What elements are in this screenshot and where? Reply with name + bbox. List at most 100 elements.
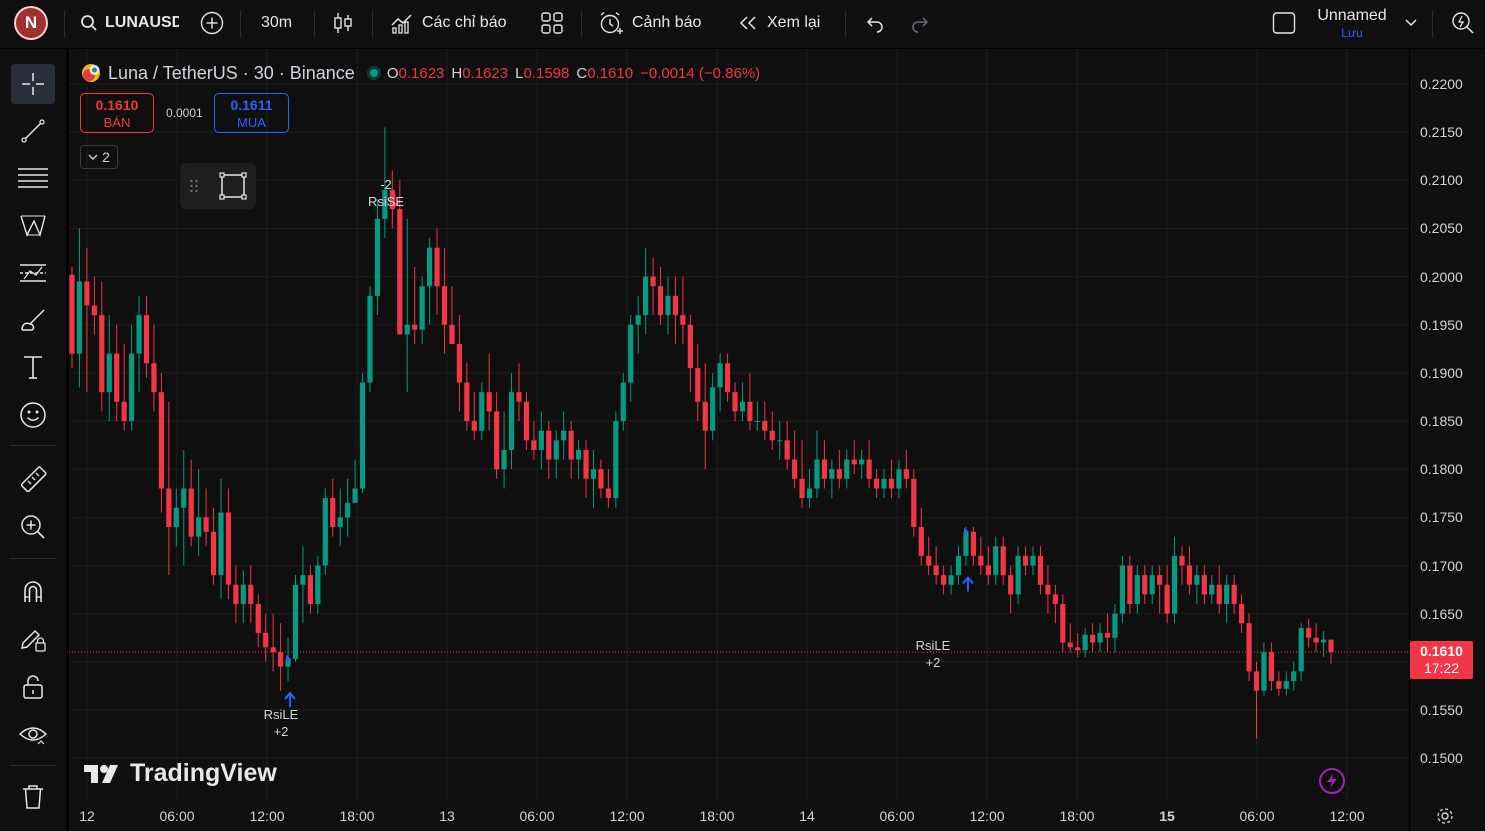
time-tick-label: 12:00 (609, 808, 645, 824)
price-tick-label: 0.1750 (1420, 509, 1463, 526)
candle-body (613, 421, 619, 499)
candle-body (166, 488, 172, 527)
candle-body (1291, 671, 1297, 682)
candle-body (777, 440, 783, 442)
remove-drawings-tool[interactable] (11, 777, 55, 817)
candle-body (136, 315, 142, 354)
horizontal-lines-icon (18, 168, 48, 188)
undo-button[interactable] (863, 0, 885, 46)
candle-body (1022, 555, 1029, 566)
signal-name: RsiSE (367, 194, 405, 209)
lock-drawings-tool[interactable] (11, 667, 55, 707)
candle-body (851, 459, 857, 465)
replay-button[interactable]: Xem lại (737, 0, 820, 46)
text-tool[interactable] (11, 347, 55, 387)
candle-body (501, 449, 507, 470)
candle-body (911, 478, 917, 527)
replay-label: Xem lại (767, 14, 821, 31)
pattern-tool[interactable] (11, 206, 55, 246)
candle-body (881, 478, 887, 489)
compare-add-button[interactable] (200, 0, 224, 46)
candle-body (710, 387, 716, 431)
fib-tool[interactable] (11, 158, 55, 198)
measure-tool[interactable] (11, 460, 55, 500)
stay-in-drawing-mode-tool[interactable] (11, 619, 55, 659)
search-icon (81, 15, 97, 31)
magnet-tool[interactable] (11, 572, 55, 612)
candles-icon (334, 13, 352, 33)
candle-body (441, 286, 448, 325)
trend-line-tool[interactable] (11, 111, 55, 151)
candle-body (896, 469, 902, 489)
zoom-in-tool[interactable] (11, 507, 55, 547)
candle-body (1052, 594, 1058, 605)
candle-body (449, 324, 455, 345)
symbol-search[interactable]: LUNAUSD (80, 0, 179, 46)
candle-body (1045, 584, 1051, 595)
forecast-tool[interactable] (11, 253, 55, 293)
lightning-button[interactable] (1319, 768, 1345, 794)
chart-settings-corner (1410, 801, 1485, 831)
candle-body (277, 652, 284, 667)
icons-tool[interactable] (11, 395, 55, 435)
candle-body (143, 315, 150, 364)
time-tick-label: 12:00 (249, 808, 285, 824)
signal-qty: +2 (925, 655, 941, 670)
candle-body (1030, 555, 1036, 566)
select-rectangle-icon[interactable] (218, 171, 248, 201)
last-price-value: 0.1610 (1420, 643, 1463, 659)
quick-search-button[interactable] (1451, 0, 1475, 46)
layout-menu-chevron[interactable] (1404, 0, 1418, 46)
brush-icon (21, 309, 45, 331)
sell-button[interactable]: 0.1610 BÁN (80, 93, 154, 133)
candle-body (337, 517, 343, 527)
templates-button[interactable] (540, 0, 564, 46)
time-scale[interactable] (69, 801, 1409, 831)
candle-body (717, 363, 723, 388)
symbol-title[interactable]: Luna / TetherUS · 30 · Binance (108, 62, 355, 83)
drawing-toolbar (0, 49, 66, 831)
drag-handle-icon[interactable] (189, 178, 199, 194)
interval-button[interactable]: 30m (261, 0, 292, 46)
chart-type-button[interactable] (332, 0, 354, 46)
candle-body (106, 353, 112, 393)
signal-qty: -2 (380, 177, 392, 192)
price-tick-label: 0.1850 (1420, 413, 1463, 430)
signal-qty: +2 (273, 724, 289, 739)
candle-body (1201, 575, 1207, 595)
candle-body (978, 555, 984, 566)
plus-circle-icon (200, 11, 224, 35)
candle-body (69, 274, 75, 354)
trash-icon (23, 785, 43, 809)
hide-drawings-tool[interactable] (11, 714, 55, 754)
candle-body (1134, 575, 1140, 605)
low-key: L (515, 64, 524, 82)
alerts-label: Cảnh báo (632, 14, 702, 31)
candle-body (188, 488, 194, 537)
layout-checkbox[interactable] (1272, 0, 1296, 46)
buy-button[interactable]: 0.1611 MUA (214, 93, 289, 133)
settings-gear-icon[interactable] (1436, 807, 1454, 825)
chevron-down-icon (1405, 19, 1417, 27)
candle-body (1239, 604, 1245, 624)
indicators-button[interactable]: Các chỉ báo (390, 0, 507, 46)
redo-button[interactable] (910, 0, 932, 46)
candle-body (933, 565, 939, 576)
layout-name-button[interactable]: Unnamed Lưu (1310, 6, 1394, 40)
close-key: C (576, 64, 588, 82)
alerts-button[interactable]: Cảnh báo (598, 0, 701, 46)
candle-body (516, 392, 522, 402)
chart-pane[interactable] (69, 49, 1409, 801)
time-tick-label: 18:00 (699, 808, 735, 824)
crosshair-tool[interactable] (11, 64, 55, 104)
price-tick-label: 0.1950 (1420, 316, 1463, 333)
candle-body (456, 344, 462, 383)
bar-countdown: 17:22 (1423, 660, 1460, 676)
user-avatar[interactable]: N (14, 6, 48, 40)
indicators-collapse-button[interactable]: 2 (80, 145, 118, 169)
brush-tool[interactable] (11, 300, 55, 340)
signal-label-buy-1: RsiLE +2 (264, 706, 299, 740)
candle-body (1171, 555, 1178, 614)
candle-body (225, 512, 232, 585)
indicators-icon (391, 14, 412, 34)
